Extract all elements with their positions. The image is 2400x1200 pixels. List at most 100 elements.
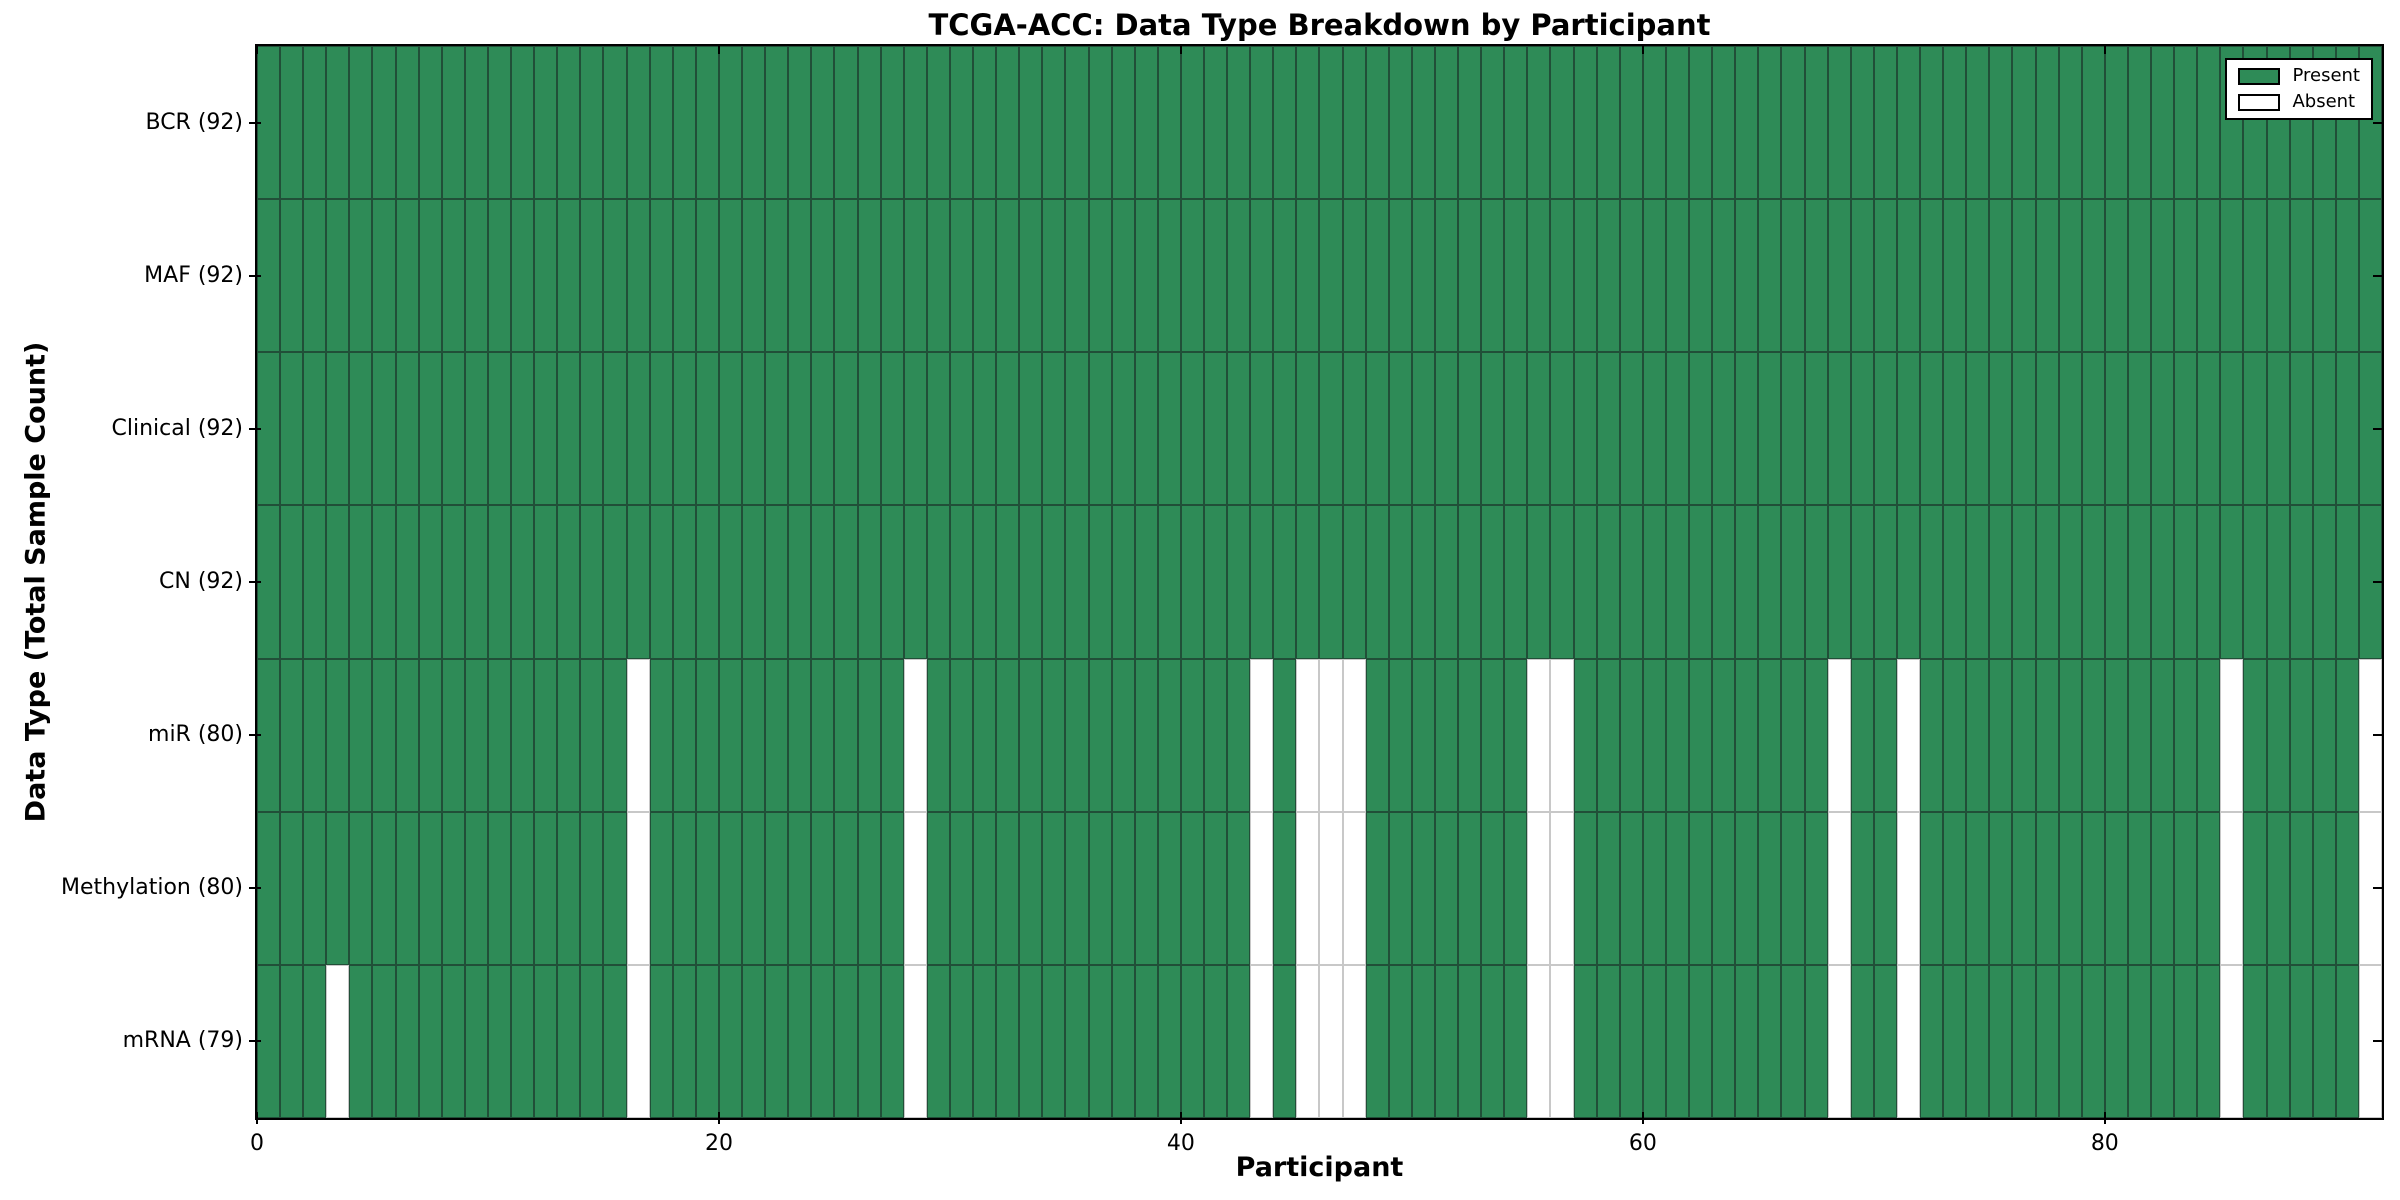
present-cell — [857, 505, 881, 659]
y-right-tick-mark — [2373, 427, 2382, 430]
x-tick-label: 20 — [704, 1131, 733, 1156]
x-tick-label: 60 — [1628, 1131, 1657, 1156]
present-cell — [603, 352, 627, 506]
present-cell — [418, 199, 442, 353]
present-cell — [1157, 811, 1181, 965]
present-cell — [2266, 964, 2290, 1118]
present-cell — [1157, 505, 1181, 659]
present-cell — [464, 811, 488, 965]
present-cell — [1966, 352, 1990, 506]
present-cell — [1850, 964, 1874, 1118]
present-cell — [2243, 811, 2267, 965]
present-cell — [395, 658, 419, 812]
present-cell — [834, 199, 858, 353]
present-cell — [603, 505, 627, 659]
present-cell — [1411, 658, 1435, 812]
present-cell — [2127, 658, 2152, 812]
present-cell — [2197, 505, 2221, 659]
plot-area: Present Absent — [255, 44, 2384, 1120]
present-cell — [280, 46, 304, 200]
present-cell — [695, 352, 719, 506]
present-cell — [303, 658, 327, 812]
present-cell — [441, 658, 465, 812]
present-cell — [1758, 811, 1782, 965]
present-cell — [2058, 46, 2082, 200]
present-cell — [1019, 352, 1043, 506]
present-cell — [1365, 352, 1389, 506]
present-cell — [1365, 199, 1389, 353]
present-cell — [1804, 658, 1828, 812]
present-cell — [534, 964, 558, 1118]
present-cell — [1943, 199, 1967, 353]
present-cell — [280, 811, 304, 965]
present-cell — [949, 811, 974, 965]
absent-cell — [1250, 658, 1274, 812]
present-cell — [1943, 811, 1967, 965]
present-cell — [303, 199, 327, 353]
present-cell — [2312, 964, 2336, 1118]
present-cell — [395, 964, 419, 1118]
present-cell — [1065, 46, 1089, 200]
present-cell — [2289, 199, 2313, 353]
absent-cell — [903, 964, 927, 1118]
present-cell — [1388, 352, 1412, 506]
chart-title: TCGA-ACC: Data Type Breakdown by Partici… — [928, 8, 1711, 42]
present-cell — [742, 811, 766, 965]
present-cell — [1481, 352, 1505, 506]
present-cell — [580, 352, 604, 506]
present-cell — [718, 811, 743, 965]
present-cell — [857, 46, 881, 200]
present-cell — [1019, 505, 1043, 659]
absent-cell — [1342, 964, 1366, 1118]
present-cell — [372, 199, 396, 353]
present-cell — [2081, 505, 2105, 659]
present-cell — [349, 964, 373, 1118]
present-cell — [1227, 811, 1251, 965]
present-cell — [880, 505, 904, 659]
present-cell — [718, 46, 743, 200]
present-cell — [996, 505, 1020, 659]
present-cell — [372, 964, 396, 1118]
present-cell — [1319, 199, 1343, 353]
present-cell — [2104, 811, 2128, 965]
present-cell — [1619, 199, 1643, 353]
present-cell — [2081, 811, 2105, 965]
present-cell — [1134, 964, 1158, 1118]
present-cell — [487, 199, 512, 353]
present-cell — [1712, 352, 1736, 506]
absent-cell — [2220, 811, 2244, 965]
present-cell — [534, 199, 558, 353]
x-tick-mark — [256, 1112, 258, 1124]
present-cell — [557, 964, 581, 1118]
present-cell — [718, 352, 743, 506]
present-cell — [580, 964, 604, 1118]
present-cell — [1180, 964, 1204, 1118]
present-cell — [1227, 46, 1251, 200]
y-tick-mark — [249, 734, 261, 737]
present-cell — [811, 811, 835, 965]
present-cell — [1204, 46, 1228, 200]
absent-cell — [1319, 811, 1343, 965]
present-cell — [2081, 199, 2105, 353]
absent-cell — [1319, 658, 1343, 812]
x-top-tick-mark — [1641, 45, 1644, 54]
present-cell — [2151, 46, 2175, 200]
present-cell — [1689, 658, 1713, 812]
present-cell — [2058, 658, 2082, 812]
present-cell — [1550, 199, 1574, 353]
absent-cell — [1527, 964, 1551, 1118]
present-cell — [1365, 505, 1389, 659]
present-cell — [1665, 811, 1690, 965]
present-cell — [441, 46, 465, 200]
present-cell — [857, 964, 881, 1118]
absent-swatch-icon — [2238, 93, 2281, 111]
absent-cell — [1250, 811, 1274, 965]
present-cell — [1873, 658, 1897, 812]
present-cell — [1920, 46, 1944, 200]
present-cell — [2266, 199, 2290, 353]
present-cell — [1689, 964, 1713, 1118]
present-cell — [1088, 199, 1112, 353]
present-cell — [1388, 199, 1412, 353]
present-cell — [2058, 964, 2082, 1118]
present-cell — [1689, 505, 1713, 659]
